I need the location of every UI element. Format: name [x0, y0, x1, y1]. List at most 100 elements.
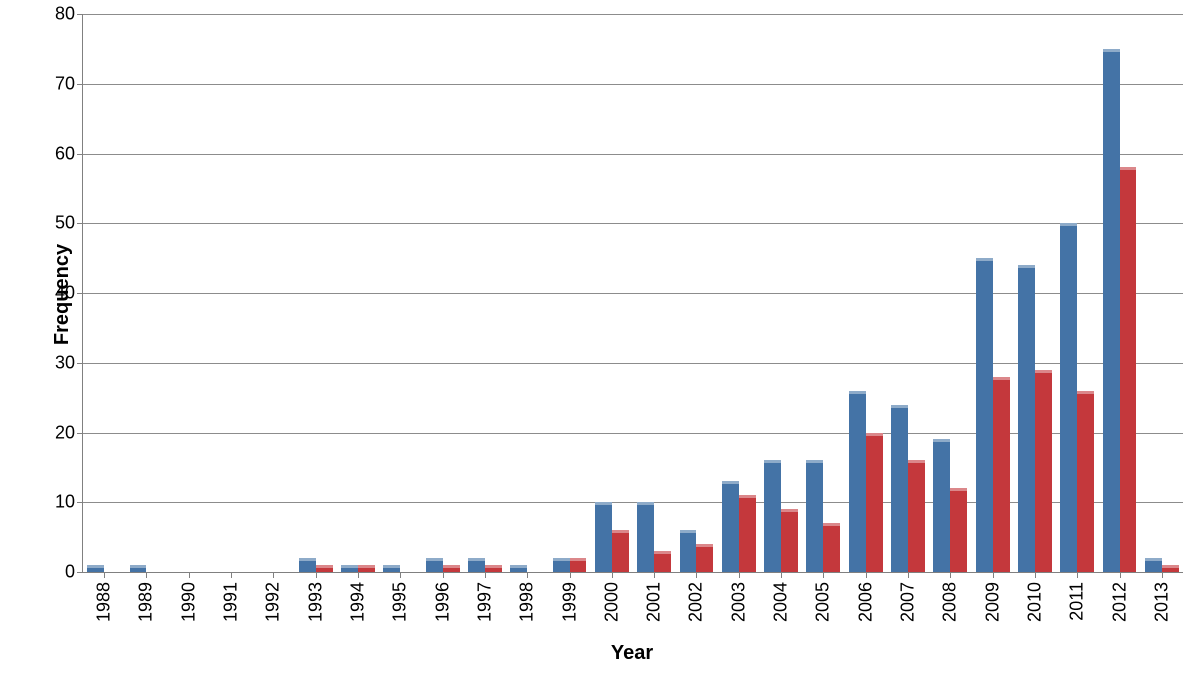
x-tick-label: 2002 [686, 582, 707, 622]
bar-series-red [358, 565, 375, 572]
bar-series-blue [976, 258, 993, 572]
bar-series-red [993, 377, 1010, 572]
x-tick-mark [866, 572, 867, 578]
x-tick-mark [950, 572, 951, 578]
bar-series-red [485, 565, 502, 572]
bar-series-red [443, 565, 460, 572]
bar-series-red [781, 509, 798, 572]
x-tick-label: 2004 [771, 582, 792, 622]
bar-series-red [739, 495, 756, 572]
x-tick-mark [823, 572, 824, 578]
y-tick-label: 70 [55, 73, 83, 94]
bar-series-red [1035, 370, 1052, 572]
x-tick-label: 1996 [432, 582, 453, 622]
y-axis-title: Frequency [51, 244, 74, 345]
bar-series-blue [510, 565, 527, 572]
x-tick-label: 1990 [178, 582, 199, 622]
x-tick-label: 2001 [644, 582, 665, 622]
x-tick-label: 2012 [1109, 582, 1130, 622]
bar-series-red [950, 488, 967, 572]
gridline [83, 223, 1183, 224]
x-tick-mark [1035, 572, 1036, 578]
x-tick-label: 2005 [813, 582, 834, 622]
x-tick-mark [739, 572, 740, 578]
x-tick-mark [696, 572, 697, 578]
x-axis-title: Year [82, 642, 1182, 665]
x-tick-mark [400, 572, 401, 578]
x-tick-label: 1988 [94, 582, 115, 622]
y-tick-label: 10 [55, 492, 83, 513]
x-tick-mark [146, 572, 147, 578]
y-tick-label: 60 [55, 143, 83, 164]
bar-series-red [570, 558, 587, 572]
x-tick-mark [654, 572, 655, 578]
x-tick-mark [908, 572, 909, 578]
bar-series-blue [891, 405, 908, 572]
x-tick-mark [316, 572, 317, 578]
bar-series-red [1077, 391, 1094, 572]
gridline [83, 154, 1183, 155]
x-tick-label: 2000 [601, 582, 622, 622]
bar-series-red [1120, 167, 1137, 572]
bar-series-blue [299, 558, 316, 572]
x-tick-mark [1077, 572, 1078, 578]
x-tick-label: 2003 [728, 582, 749, 622]
bar-series-blue [468, 558, 485, 572]
x-tick-mark [485, 572, 486, 578]
y-tick-label: 50 [55, 213, 83, 234]
x-tick-mark [443, 572, 444, 578]
x-tick-mark [1120, 572, 1121, 578]
gridline [83, 84, 1183, 85]
y-tick-label: 0 [65, 562, 83, 583]
x-tick-label: 1997 [474, 582, 495, 622]
frequency-by-year-chart: 0102030405060708019881989199019911992199… [0, 0, 1200, 683]
x-tick-label: 1989 [136, 582, 157, 622]
bar-series-blue [130, 565, 147, 572]
x-tick-label: 1991 [221, 582, 242, 622]
x-tick-mark [570, 572, 571, 578]
x-tick-mark [104, 572, 105, 578]
x-tick-label: 1993 [305, 582, 326, 622]
bar-series-red [696, 544, 713, 572]
x-tick-mark [189, 572, 190, 578]
bar-series-blue [806, 460, 823, 572]
x-tick-label: 1994 [348, 582, 369, 622]
x-tick-label: 2008 [940, 582, 961, 622]
bar-series-blue [722, 481, 739, 572]
x-tick-label: 1998 [517, 582, 538, 622]
x-tick-mark [993, 572, 994, 578]
x-tick-mark [358, 572, 359, 578]
bar-series-blue [1018, 265, 1035, 572]
x-tick-mark [612, 572, 613, 578]
bar-series-blue [1103, 49, 1120, 572]
bar-series-blue [341, 565, 358, 572]
gridline [83, 14, 1183, 15]
y-tick-label: 20 [55, 422, 83, 443]
x-tick-mark [273, 572, 274, 578]
x-tick-label: 2009 [982, 582, 1003, 622]
plot-area: 0102030405060708019881989199019911992199… [82, 14, 1183, 573]
bar-series-blue [595, 502, 612, 572]
bar-series-blue [764, 460, 781, 572]
bar-series-red [823, 523, 840, 572]
bar-series-blue [933, 439, 950, 572]
x-tick-mark [527, 572, 528, 578]
bar-series-red [612, 530, 629, 572]
bar-series-blue [553, 558, 570, 572]
x-tick-label: 2006 [855, 582, 876, 622]
bar-series-red [866, 433, 883, 573]
y-tick-label: 30 [55, 352, 83, 373]
bar-series-blue [426, 558, 443, 572]
bar-series-blue [383, 565, 400, 572]
x-tick-label: 1999 [559, 582, 580, 622]
bar-series-red [1162, 565, 1179, 572]
y-tick-label: 80 [55, 4, 83, 25]
x-tick-label: 2010 [1024, 582, 1045, 622]
bar-series-blue [637, 502, 654, 572]
x-tick-label: 1995 [390, 582, 411, 622]
x-tick-mark [781, 572, 782, 578]
x-tick-mark [1162, 572, 1163, 578]
x-tick-mark [231, 572, 232, 578]
x-tick-label: 2011 [1067, 582, 1088, 621]
x-tick-label: 2007 [898, 582, 919, 622]
